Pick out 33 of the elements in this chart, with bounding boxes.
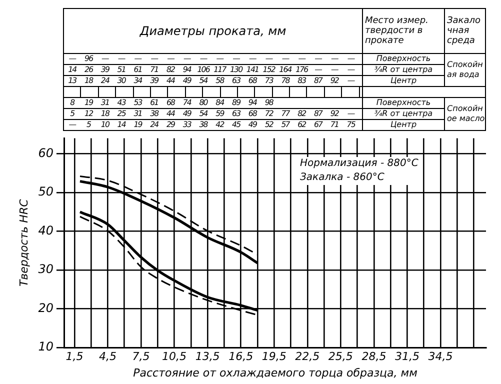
y-tick-label: 40 [38,223,54,238]
x-tick-label: 34,5 [428,350,453,364]
annotation: Нормализация - 880°C [300,157,418,171]
text: Поверхность [362,98,444,108]
x-tick-label: 22,5 [295,350,320,364]
x-tick-label: 25,5 [328,350,353,364]
y-tick-label: 50 [38,184,54,199]
x-tick-label: 28,5 [362,350,386,364]
y-axis-title: Твердость HRC [17,198,30,287]
text: Спокойная вода [444,54,486,86]
text: Центр [362,76,444,86]
text: Спокойное масло [444,98,486,130]
text: Место измер. твердости в прокате [362,8,444,54]
x-tick-label: 10,5 [162,350,187,364]
x-tick-label: 19,5 [262,350,286,364]
x-tick-label: 16,5 [228,350,254,364]
text: Закалочная среда [444,8,486,54]
x-tick-label: 1,5 [66,350,84,364]
text: ¾R от центра [362,64,444,76]
x-tick-label: 4,5 [98,350,116,364]
text: Диаметры проката, мм [64,8,362,54]
text: ¾R от центра [362,108,444,120]
x-tick-label: 13,5 [195,350,220,364]
y-tick-label: 10 [38,340,54,354]
x-axis-title: Расстояние от охлаждаемого торца образца, мм [133,366,418,380]
text: Центр [362,120,444,130]
y-tick-label: 30 [38,262,54,276]
text: Поверхность [362,54,444,64]
y-tick-label: 20 [38,300,54,315]
y-tick-label: 60 [38,146,54,160]
annotation: Закалка - 860°C [300,171,386,185]
x-tick-label: 7,5 [132,350,150,364]
x-tick-label: 31,5 [394,350,420,364]
